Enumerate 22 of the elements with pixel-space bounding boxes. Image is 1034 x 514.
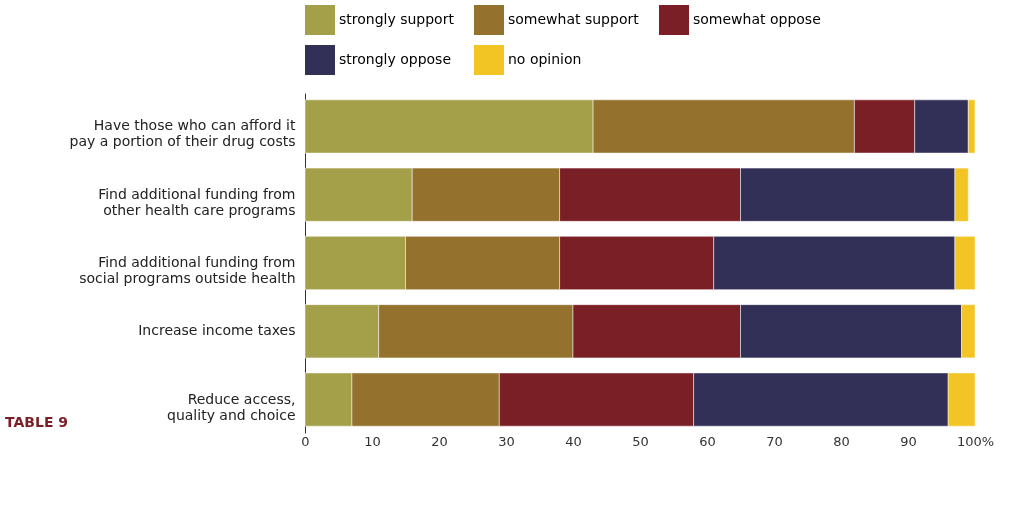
x-tick-label: 50 xyxy=(632,433,649,449)
x-tick-label: 60 xyxy=(699,433,716,449)
x-tick-label: 90 xyxy=(900,433,917,449)
x-tick-label: 80 xyxy=(833,433,850,449)
legend-label: strongly support xyxy=(339,11,455,27)
y-tick-label: Increase income taxes xyxy=(138,322,296,339)
legend-label: somewhat oppose xyxy=(693,11,821,27)
x-tick-label: 0 xyxy=(301,433,310,449)
y-tick-label: Have those who can afford it pay a portion of their drug costs xyxy=(69,117,296,150)
x-tick-label: 10 xyxy=(364,433,381,449)
y-tick-label: Find additional funding from social programs outside health xyxy=(79,254,296,286)
caption: TABLE 9 xyxy=(5,414,69,430)
legend-label: strongly oppose xyxy=(339,51,451,67)
y-tick-label: Reduce access, quality and choice xyxy=(167,390,296,423)
x-tick-label: 100% xyxy=(956,433,995,449)
legend-label: no opinion xyxy=(508,51,582,67)
y-tick-label: Find additional funding from other health care programs xyxy=(98,185,296,218)
x-tick-label: 70 xyxy=(766,433,783,449)
x-tick-label: 30 xyxy=(498,433,515,449)
x-tick-label: 40 xyxy=(565,433,582,449)
x-tick-label: 20 xyxy=(431,433,448,449)
legend-label: somewhat support xyxy=(508,11,640,27)
